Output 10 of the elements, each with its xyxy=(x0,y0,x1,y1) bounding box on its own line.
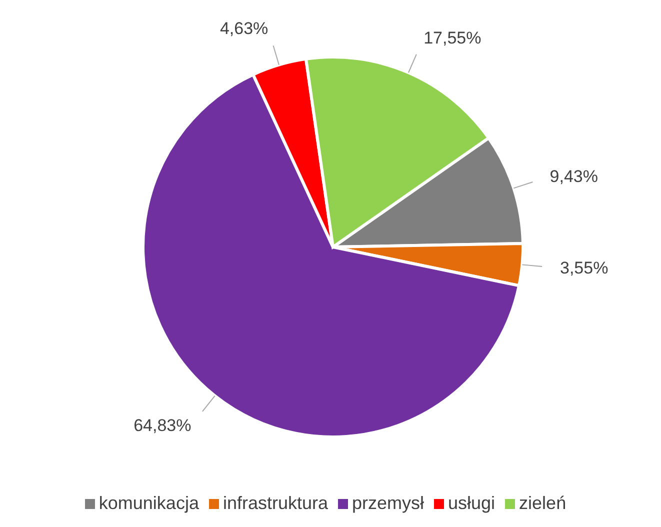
data-label: 9,43% xyxy=(550,166,598,186)
legend-label: infrastruktura xyxy=(222,493,328,513)
legend-label: usługi xyxy=(448,493,496,513)
legend-label: komunikacja xyxy=(98,493,199,513)
data-label: 64,83% xyxy=(134,416,192,436)
legend-label: przemysł xyxy=(352,493,424,513)
data-label: 4,63% xyxy=(220,18,268,38)
data-label: 17,55% xyxy=(424,28,482,48)
data-label: 3,55% xyxy=(560,258,608,278)
legend-label: zieleń xyxy=(519,493,566,513)
